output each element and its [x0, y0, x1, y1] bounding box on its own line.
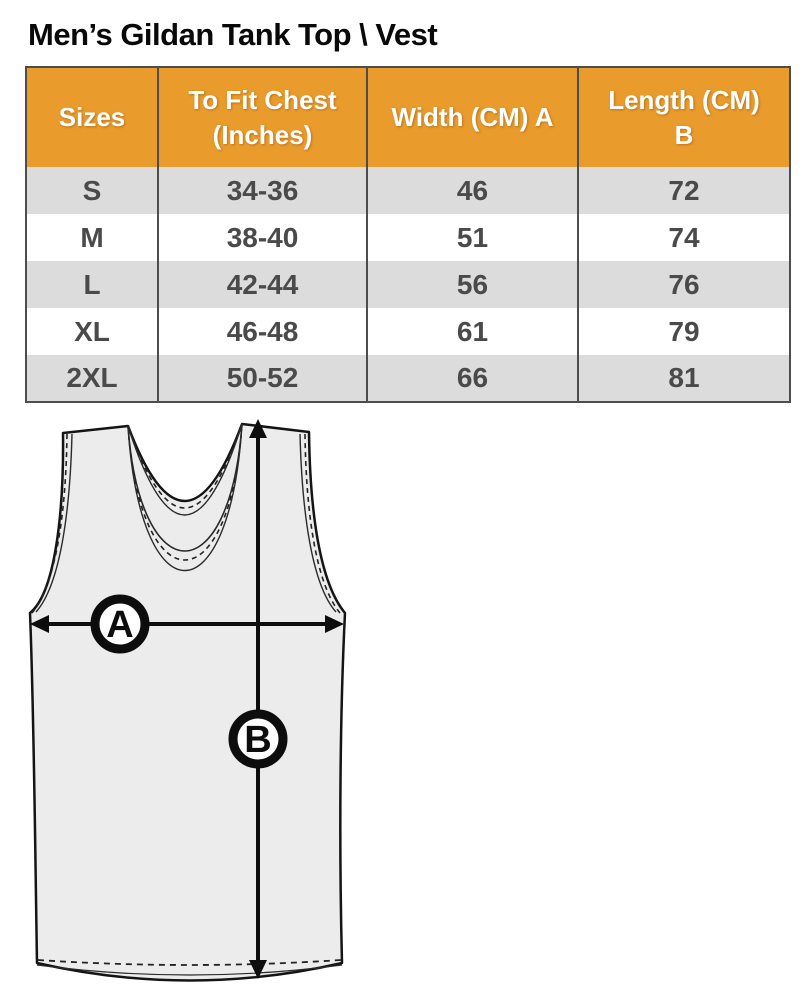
length-marker-label: B — [244, 719, 271, 761]
tank-top-outline — [28, 422, 347, 982]
width-marker-label: A — [106, 604, 133, 646]
length-cell: 76 — [577, 261, 790, 309]
size-cell: S — [26, 167, 158, 215]
left-armhole-stitch-dashed — [31, 434, 68, 614]
length-cell: 72 — [577, 167, 790, 215]
size-chart-table: Sizes To Fit Chest (Inches) Width (CM) A… — [25, 66, 791, 404]
front-scoop-lower-edge — [127, 424, 243, 572]
tank-top-illustration: A B — [28, 419, 347, 982]
column-header-sizes: Sizes — [26, 67, 158, 168]
size-cell: 2XL — [26, 355, 158, 403]
chest-cell: 42-44 — [157, 261, 367, 309]
chest-cell: 50-52 — [157, 355, 367, 403]
left-armhole-band-edge — [35, 434, 73, 613]
table-row: L 42-44 56 76 — [26, 261, 790, 309]
length-marker: B — [228, 709, 288, 769]
measurement-diagram: A B — [22, 413, 812, 991]
size-cell: M — [26, 214, 158, 262]
table-header-row: Sizes To Fit Chest (Inches) Width (CM) A… — [26, 67, 790, 168]
length-cell: 79 — [577, 308, 790, 356]
right-armhole-band-edge — [299, 434, 337, 613]
length-arrow — [249, 419, 267, 980]
length-cell: 81 — [577, 355, 790, 403]
front-scoop-stitch-dashed — [127, 424, 243, 561]
width-cell: 51 — [366, 214, 578, 262]
width-cell: 66 — [366, 355, 578, 403]
table-row: 2XL 50-52 66 81 — [26, 355, 790, 403]
width-cell: 46 — [366, 167, 578, 215]
column-header-length: Length (CM) B — [577, 67, 790, 168]
length-cell: 74 — [577, 214, 790, 262]
chest-cell: 38-40 — [157, 214, 367, 262]
width-cell: 56 — [366, 261, 578, 309]
chest-cell: 46-48 — [157, 308, 367, 356]
page-title: Men’s Gildan Tank Top \ Vest — [28, 17, 438, 52]
collar-stitch-dashed — [127, 423, 243, 509]
collar-band-edge — [127, 423, 243, 516]
hem-fold-line — [36, 964, 343, 976]
size-cell: XL — [26, 308, 158, 356]
table-row: S 34-36 46 72 — [26, 167, 790, 215]
front-scoop-upper-edge — [127, 424, 243, 552]
chest-cell: 34-36 — [157, 167, 367, 215]
column-header-width: Width (CM) A — [366, 67, 578, 168]
size-cell: L — [26, 261, 158, 309]
table-row: M 38-40 51 74 — [26, 214, 790, 262]
table-row: XL 46-48 61 79 — [26, 308, 790, 356]
width-cell: 61 — [366, 308, 578, 356]
column-header-chest: To Fit Chest (Inches) — [157, 67, 367, 168]
width-marker: A — [90, 594, 150, 654]
right-armhole-stitch-dashed — [304, 434, 341, 614]
